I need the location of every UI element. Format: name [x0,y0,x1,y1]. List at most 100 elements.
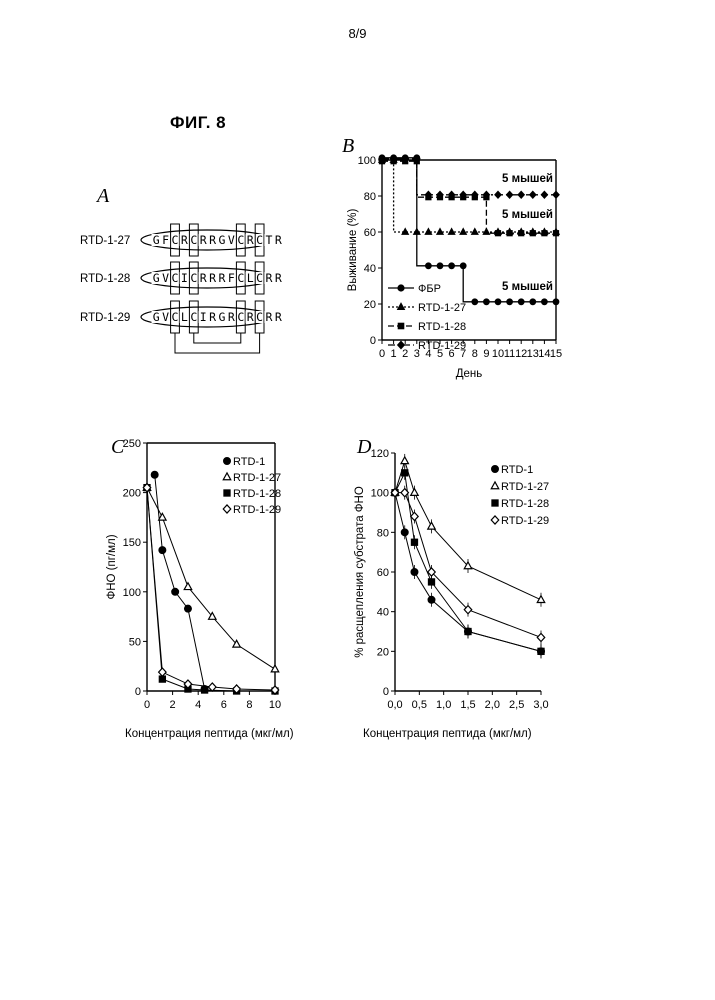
residue-c: C [190,310,197,324]
data-point [428,579,434,585]
data-point [411,569,418,576]
residue-g: G [153,310,160,324]
x-tick-label: 0 [379,348,385,360]
data-point [428,522,435,529]
data-point [402,229,408,235]
x-tick-label: 2 [170,699,176,711]
x-tick-label: 3,0 [533,699,548,711]
data-point [151,471,158,478]
residue-r: R [209,271,216,285]
peptide-label-rtd-1-29: RTD-1-29 [80,312,130,324]
residue-c: C [190,271,197,285]
y-tick-label: 100 [371,488,389,500]
data-point [472,229,478,235]
data-point [519,231,524,236]
figure-title: ФИГ. 8 [170,113,226,133]
data-point [159,668,166,676]
annotation-mice-count: 5 мышей [502,173,553,185]
data-point [449,263,455,269]
legend-label: RTD-1 [501,464,533,476]
residue-c: C [256,271,263,285]
data-point [437,229,443,235]
data-point [184,583,191,590]
panel-c-tnf-chart: 0501001502002500246810CКонцентрация пепт… [95,425,345,755]
data-point [159,513,166,520]
y-tick-label: 250 [123,438,141,450]
x-tick-label: 11 [504,348,515,360]
panel-d-letter: D [356,436,372,458]
data-point [411,489,418,496]
residue-r: R [275,310,282,324]
series-rtd-1 [151,471,208,692]
residue-c: C [172,310,179,324]
x-tick-label: 0,5 [412,699,427,711]
legend-label: RTD-1-29 [418,340,466,352]
data-point [530,299,536,305]
x-tick-label: 2,0 [485,699,500,711]
legend-marker [492,466,499,473]
residue-f: F [162,233,169,247]
residue-r: R [247,233,254,247]
data-point [518,191,524,198]
data-point [537,633,544,641]
data-point [414,229,420,235]
data-point [553,299,559,305]
y-tick-label: 20 [377,646,389,658]
data-point [411,512,418,520]
data-point [484,299,490,305]
x-tick-label: 10 [492,348,504,360]
series-line [382,161,556,233]
legend: RTD-1RTD-1-27RTD-1-28RTD-1-29 [491,464,549,527]
data-point [460,263,466,269]
x-tick-label: 14 [538,348,550,360]
data-point [553,191,559,198]
residue-r: R [266,310,273,324]
data-point [159,547,166,554]
residue-r: R [275,271,282,285]
y-tick-label: 80 [364,191,376,203]
x-axis-title: День [456,368,483,380]
series-line [147,488,275,690]
disulfide-bond [194,333,241,343]
x-tick-label: 2 [402,348,408,360]
x-tick-label: 0 [144,699,150,711]
x-axis-title: Концентрация пептида (мкг/мл) [363,728,532,740]
legend-label: RTD-1-28 [501,498,549,510]
x-tick-label: 15 [550,348,562,360]
y-tick-label: 0 [383,686,389,698]
y-tick-label: 20 [364,299,376,311]
y-tick-label: 0 [370,335,376,347]
y-axis-title: % расщепления субстрата ФНО [354,486,366,658]
legend-marker [223,505,230,513]
legend-marker [398,303,405,309]
y-tick-label: 200 [123,488,141,500]
data-point [411,539,417,545]
data-point [401,529,408,536]
residue-c: C [256,233,263,247]
residue-c: C [190,233,197,247]
y-tick-label: 40 [364,263,376,275]
legend-label: RTD-1-29 [233,504,281,516]
data-point [185,605,192,612]
y-tick-label: 60 [377,567,389,579]
panel-d-cleavage-chart: 0204060801001200,00,51,01,52,02,53,0DКон… [345,425,595,755]
residue-g: G [153,233,160,247]
residue-r: R [209,233,216,247]
legend-label: RTD-1-28 [418,321,466,333]
panel-b-survival-chart: 0204060801000123456789101112131415BДеньВ… [330,130,715,420]
residue-r: R [275,233,282,247]
residue-c: C [237,271,244,285]
legend-label: RTD-1-27 [501,481,549,493]
legend-marker [224,458,231,465]
y-tick-label: 50 [129,636,141,648]
legend-label: RTD-1-27 [418,302,466,314]
y-tick-label: 150 [123,537,141,549]
x-tick-label: 1 [391,348,397,360]
peptide-label-rtd-1-27: RTD-1-27 [80,235,130,247]
residue-l: L [247,271,254,285]
legend-marker [398,323,403,328]
residue-f: F [228,271,235,285]
data-point [495,191,501,198]
residue-r: R [247,310,254,324]
data-point [530,231,535,236]
